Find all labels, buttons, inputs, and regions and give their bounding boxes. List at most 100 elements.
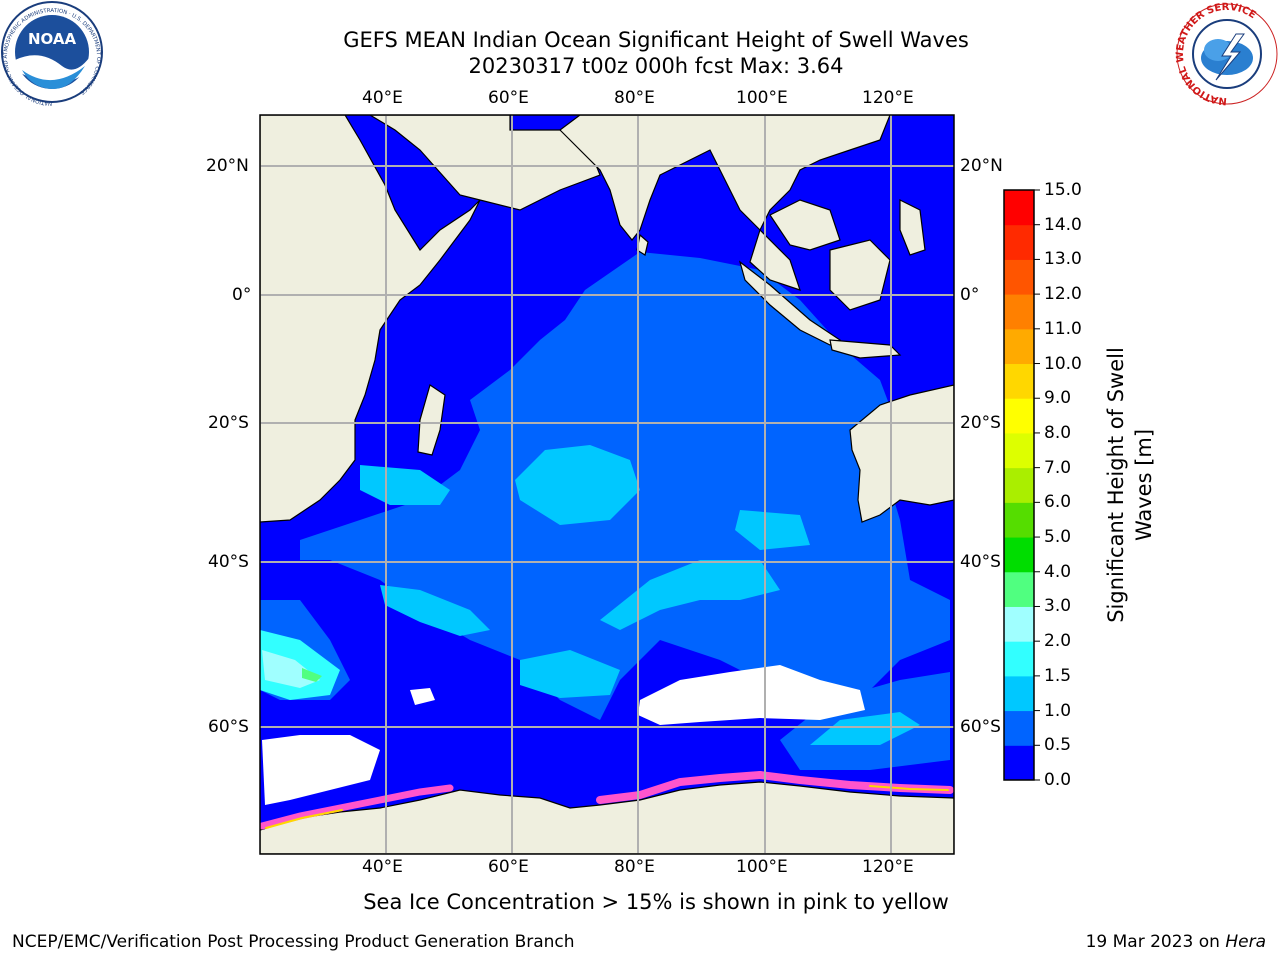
lon-label-bottom: 60°E [488, 857, 529, 877]
colorbar-tick-label: 0.0 [1044, 770, 1072, 790]
noaa-logo: NOAA NATIONAL OCEANIC AND ATMOSPHERIC AD… [1, 1, 103, 106]
lon-label-bottom: 40°E [362, 857, 403, 877]
colorbar-band [1004, 363, 1034, 399]
colorbar-tick-label: 10.0 [1044, 353, 1082, 374]
land-java [829, 339, 902, 359]
lat-label-right: 60°S [960, 717, 1001, 737]
sea-ice-east-inner [869, 785, 949, 791]
lon-label-top: 60°E [488, 88, 529, 108]
colorbar-band [1004, 398, 1034, 434]
colorbar-band [1004, 328, 1034, 365]
colorbar-tick-label: 7.0 [1044, 457, 1072, 478]
colorbar-tick-label: 6.0 [1044, 492, 1072, 513]
no-data-area-mid [410, 688, 435, 705]
colorbar-band [1004, 224, 1034, 260]
land-indochina [769, 199, 841, 251]
colorbar-tick-label: 1.0 [1044, 700, 1072, 721]
no-data-area-west [262, 735, 380, 805]
chart-title: GEFS MEAN Indian Ocean Significant Heigh… [343, 28, 969, 52]
noaa-logo-text: NOAA [28, 30, 77, 48]
swell-band-1.0-1.5-south [520, 650, 620, 698]
colorbar-band [1004, 190, 1034, 226]
colorbar-tick-label: 14.0 [1044, 214, 1082, 235]
swell-band-1.0-1.5-mid [600, 560, 780, 630]
colorbar-tick-label: 13.0 [1044, 249, 1082, 270]
lat-label-right: 20°N [960, 156, 1003, 176]
sea-ice-note: Sea Ice Concentration > 15% is shown in … [363, 890, 949, 914]
footer-credit: NCEP/EMC/Verification Post Processing Pr… [12, 932, 575, 952]
land-borneo [829, 239, 891, 311]
lon-label-bottom: 100°E [736, 857, 788, 877]
land-india-asia [559, 115, 891, 241]
colorbar-tick-label: 15.0 [1044, 180, 1082, 200]
swell-band-1.0-1.5-southeast [810, 712, 920, 745]
swell-band-1.0-1.5-west [360, 465, 450, 505]
colorbar-band [1004, 710, 1034, 746]
swell-band-1.0-1.5-band [380, 585, 490, 636]
map-area [260, 115, 954, 854]
colorbar-tick-label: 12.0 [1044, 284, 1082, 305]
footer-host: Hera [1225, 932, 1266, 952]
colorbar-band [1004, 606, 1034, 642]
colorbar-band [1004, 745, 1034, 781]
land-australia [849, 384, 954, 523]
colorbar [1003, 189, 1040, 781]
colorbar-band [1004, 641, 1034, 677]
colorbar-band [1004, 467, 1034, 503]
colorbar-tick-label: 1.5 [1044, 665, 1072, 686]
colorbar-band [1004, 537, 1034, 573]
colorbar-tick-label: 5.0 [1044, 527, 1072, 548]
land-malay [749, 228, 801, 291]
lon-label-bottom: 80°E [614, 857, 655, 877]
colorbar-tick-label: 4.0 [1044, 561, 1072, 582]
graticule [260, 115, 954, 854]
colorbar-tick-label: 9.0 [1044, 388, 1072, 409]
colorbar-band [1004, 432, 1034, 469]
nws-logo: NATIONAL WEATHER SERVICE [1175, 2, 1278, 106]
colorbar-label-line1: Significant Height of Swell [1104, 347, 1128, 623]
land-africa [260, 115, 481, 523]
map-frame [259, 114, 955, 855]
colorbar-tick-label: 2.0 [1044, 631, 1072, 652]
swell-band-1.0-1.5-east [735, 510, 810, 550]
colorbar-band [1004, 294, 1034, 330]
lat-label-right: 40°S [960, 552, 1001, 572]
land-arabia [368, 115, 601, 211]
colorbar-frame [1003, 189, 1035, 781]
swell-band-3.0-4.0 [302, 668, 322, 682]
footer-date-text: 19 Mar 2023 on [1085, 932, 1226, 952]
lon-label-bottom: 120°E [862, 857, 914, 877]
lon-label-top: 100°E [736, 88, 788, 108]
lon-label-top: 40°E [362, 88, 403, 108]
swell-band-1.0-1.5-central [515, 445, 640, 525]
lat-label-right: 20°S [960, 413, 1001, 433]
colorbar-label-line2: Waves [m] [1132, 428, 1156, 542]
sea-ice-edge [260, 771, 954, 830]
lat-label-right: 0° [960, 285, 980, 305]
chart-subtitle-run: 20230317 t00z 000h fcst Max: 3.64 [468, 54, 844, 78]
lat-label-left: 60°S [208, 717, 249, 737]
colorbar-tick-label: 11.0 [1044, 318, 1082, 339]
lon-label-top: 120°E [862, 88, 914, 108]
colorbar-band [1004, 502, 1034, 538]
colorbar-tick-label: 8.0 [1044, 422, 1072, 443]
colorbar-band [1004, 675, 1034, 712]
colorbar-tick-label: 0.5 [1044, 735, 1072, 756]
lat-label-left: 20°S [208, 413, 249, 433]
sea-ice-west [260, 784, 454, 830]
sea-ice-central [596, 771, 764, 804]
colorbar-band [1004, 571, 1034, 607]
lat-label-left: 0° [232, 285, 252, 305]
colorbar-band [1004, 259, 1034, 295]
land-masses [260, 115, 954, 854]
lon-label-top: 80°E [614, 88, 655, 108]
land-madagascar [417, 384, 446, 456]
lat-label-left: 20°N [206, 156, 249, 176]
footer-date: 19 Mar 2023 on Hera [1086, 932, 1266, 952]
lat-label-left: 40°S [208, 552, 249, 572]
colorbar-tick-label: 3.0 [1044, 596, 1072, 617]
land-antarctica [260, 781, 954, 854]
no-data-area-east [638, 665, 865, 725]
land-philippines [899, 199, 926, 256]
